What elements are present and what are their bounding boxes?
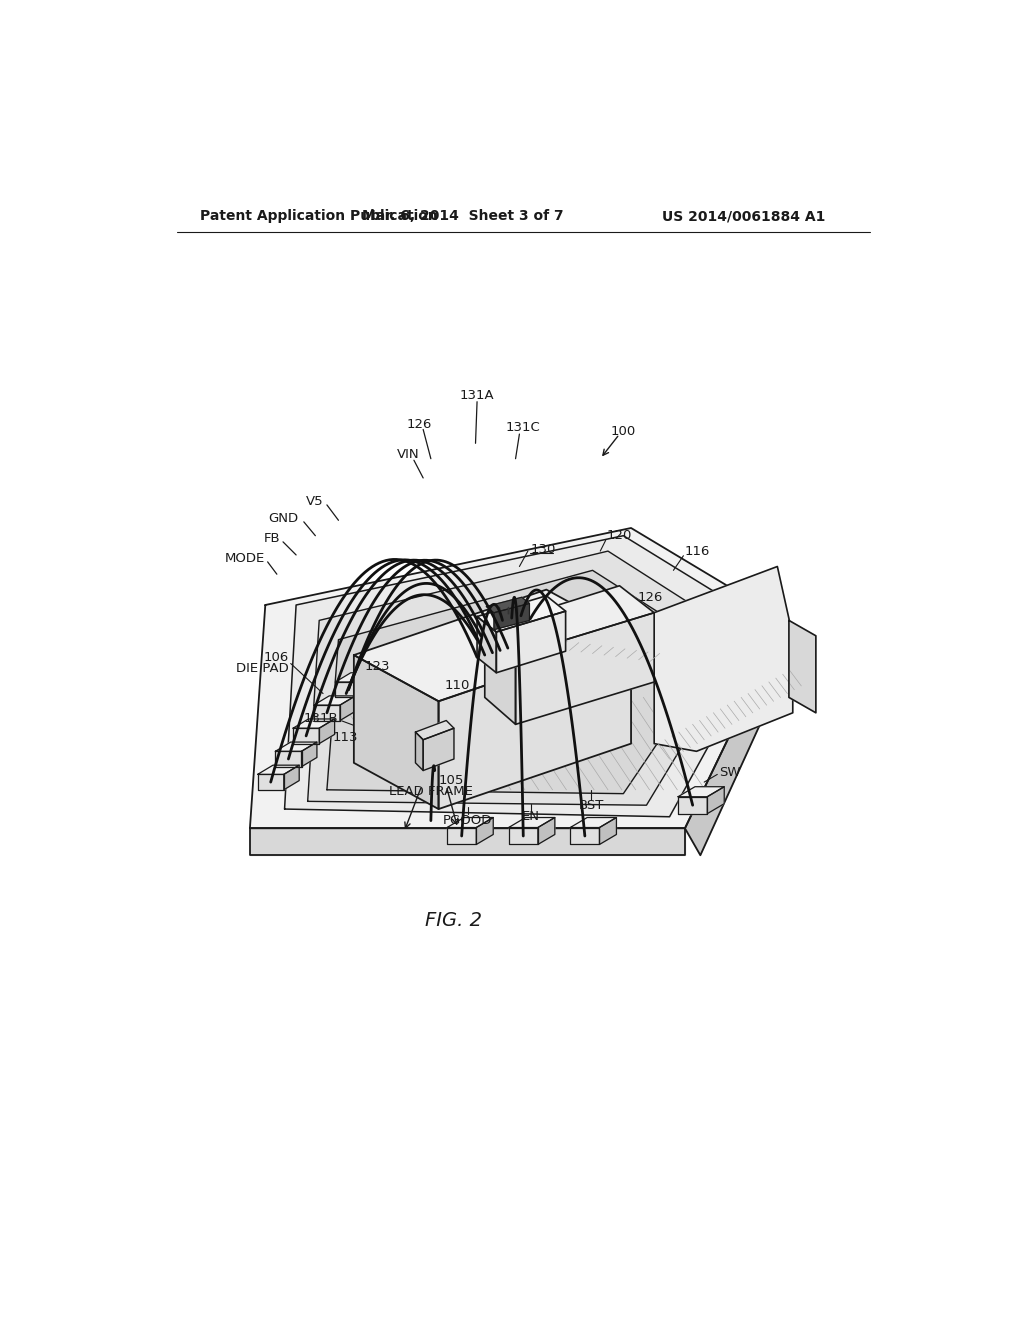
Text: V5: V5 xyxy=(305,495,323,508)
Polygon shape xyxy=(438,636,631,809)
Text: BST: BST xyxy=(579,799,604,812)
Polygon shape xyxy=(361,673,377,697)
Text: Patent Application Publication: Patent Application Publication xyxy=(200,209,437,223)
Polygon shape xyxy=(678,787,724,797)
Text: 110: 110 xyxy=(444,680,470,693)
Text: LEAD FRAME: LEAD FRAME xyxy=(389,785,473,797)
Text: US 2014/0061884 A1: US 2014/0061884 A1 xyxy=(662,209,825,223)
Polygon shape xyxy=(327,570,720,793)
Polygon shape xyxy=(293,719,335,729)
Text: 116: 116 xyxy=(685,545,711,557)
Polygon shape xyxy=(476,817,494,845)
Polygon shape xyxy=(509,828,538,845)
Text: 130: 130 xyxy=(531,543,556,556)
Polygon shape xyxy=(515,612,654,725)
Polygon shape xyxy=(494,603,529,630)
Polygon shape xyxy=(599,817,616,845)
Text: 120: 120 xyxy=(606,529,632,543)
Ellipse shape xyxy=(364,681,460,737)
Polygon shape xyxy=(484,586,654,655)
Polygon shape xyxy=(307,552,746,805)
Text: 113: 113 xyxy=(333,731,358,744)
Polygon shape xyxy=(275,742,316,751)
Polygon shape xyxy=(538,817,555,845)
Text: 131B: 131B xyxy=(304,713,339,726)
Polygon shape xyxy=(336,673,377,682)
Text: EN: EN xyxy=(522,810,540,824)
Polygon shape xyxy=(654,566,793,751)
Polygon shape xyxy=(293,729,319,743)
Polygon shape xyxy=(250,528,785,829)
Polygon shape xyxy=(416,733,423,771)
Text: MODE: MODE xyxy=(225,552,265,565)
Text: GND: GND xyxy=(268,512,298,525)
Text: VIN: VIN xyxy=(396,449,419,462)
Polygon shape xyxy=(319,719,335,743)
Polygon shape xyxy=(685,620,801,855)
Polygon shape xyxy=(423,729,454,771)
Polygon shape xyxy=(708,787,724,813)
Text: PGOOD: PGOOD xyxy=(443,814,493,828)
Polygon shape xyxy=(486,597,529,612)
Polygon shape xyxy=(447,817,494,828)
Polygon shape xyxy=(509,817,555,828)
Polygon shape xyxy=(258,775,284,789)
Polygon shape xyxy=(313,696,355,705)
Text: 131C: 131C xyxy=(506,421,541,434)
Text: 106: 106 xyxy=(263,651,289,664)
Text: Mar. 6, 2014  Sheet 3 of 7: Mar. 6, 2014 Sheet 3 of 7 xyxy=(362,209,564,223)
Text: SW: SW xyxy=(720,767,741,779)
Polygon shape xyxy=(484,628,515,725)
Text: 105: 105 xyxy=(438,774,464,787)
Polygon shape xyxy=(497,611,565,673)
Polygon shape xyxy=(354,590,631,701)
Polygon shape xyxy=(477,616,497,673)
Text: 100: 100 xyxy=(610,425,636,438)
Text: DIE PAD: DIE PAD xyxy=(236,661,289,675)
Polygon shape xyxy=(570,817,616,828)
Polygon shape xyxy=(285,536,773,817)
Text: FIG. 2: FIG. 2 xyxy=(425,911,482,931)
Polygon shape xyxy=(275,751,301,767)
Polygon shape xyxy=(301,742,316,767)
Text: 123: 123 xyxy=(365,660,390,673)
Polygon shape xyxy=(336,682,361,697)
Polygon shape xyxy=(477,595,565,632)
Polygon shape xyxy=(570,828,599,845)
Polygon shape xyxy=(258,766,299,775)
Polygon shape xyxy=(313,705,340,721)
Polygon shape xyxy=(250,829,685,855)
Polygon shape xyxy=(447,828,476,845)
Text: 131A: 131A xyxy=(460,389,495,403)
Text: FB: FB xyxy=(263,532,280,545)
Polygon shape xyxy=(678,797,708,813)
Polygon shape xyxy=(416,721,454,739)
Text: 126: 126 xyxy=(407,417,432,430)
Text: 126: 126 xyxy=(637,591,663,603)
Polygon shape xyxy=(284,766,299,789)
Polygon shape xyxy=(354,655,438,809)
Polygon shape xyxy=(788,620,816,713)
Polygon shape xyxy=(340,696,355,721)
